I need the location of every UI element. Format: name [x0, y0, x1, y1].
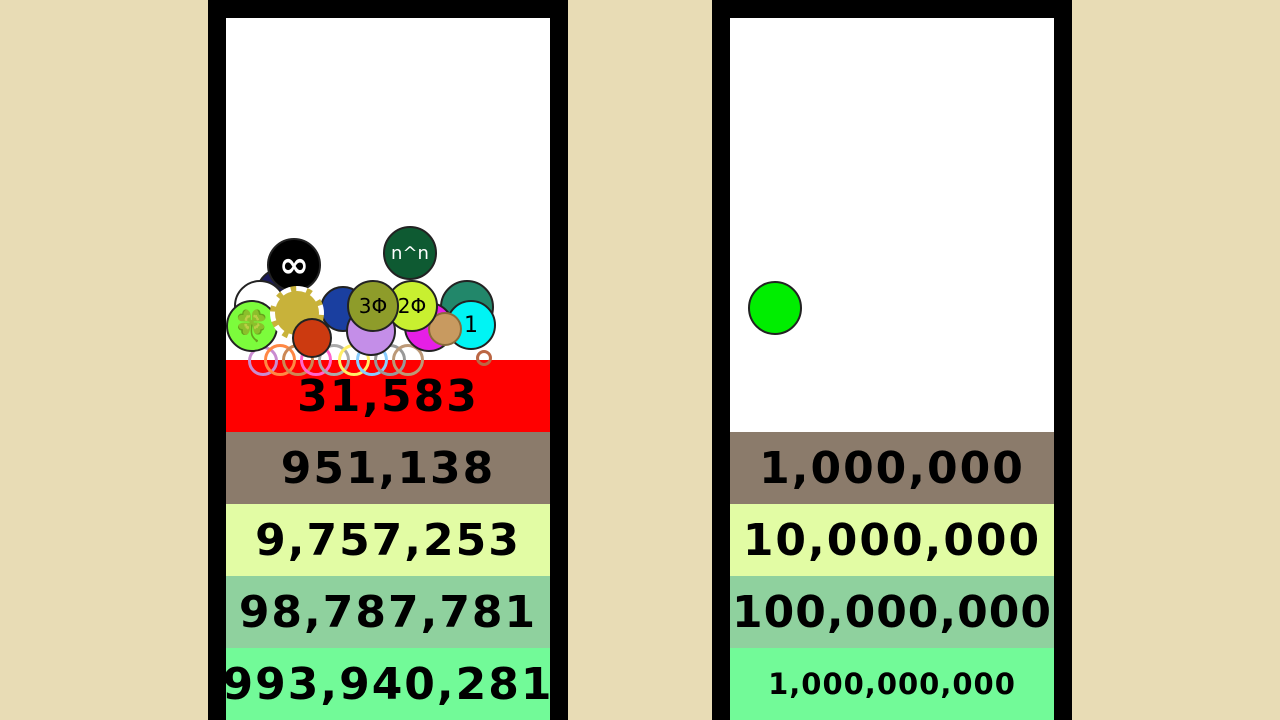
left-band-3: 9,757,253 [226, 504, 550, 576]
left-band-5: 993,940,281 [226, 648, 550, 720]
left-ball-pile: ∞ n^n 🍀 1 2Φ 3Φ [226, 18, 550, 378]
three-phi-ball: 3Φ [347, 280, 399, 332]
right-band-2: 10,000,000 [730, 504, 1054, 576]
infinity-label: ∞ [279, 244, 309, 286]
infinity-ball: ∞ [267, 238, 321, 292]
right-band-4: 1,000,000,000 [730, 648, 1054, 720]
left-band-4: 98,787,781 [226, 576, 550, 648]
one-label: 1 [464, 312, 478, 338]
left-band-2: 951,138 [226, 432, 550, 504]
clover-icon: 🍀 [233, 308, 271, 344]
left-band-2-value: 951,138 [280, 442, 496, 494]
left-band-3-value: 9,757,253 [255, 514, 521, 566]
left-tube-inner: 31,583 951,138 9,757,253 98,787,781 993,… [226, 18, 550, 720]
right-band-1: 1,000,000 [730, 432, 1054, 504]
right-band-1-value: 1,000,000 [759, 442, 1025, 494]
fire-ball [292, 318, 332, 358]
three-phi-label: 3Φ [358, 294, 388, 318]
right-band-3-value: 100,000,000 [732, 586, 1052, 638]
ring-ball [476, 350, 492, 366]
right-band-2-value: 10,000,000 [742, 514, 1042, 566]
right-tube-inner: 1,000,000 10,000,000 100,000,000 1,000,0… [730, 18, 1054, 720]
green-ball [748, 281, 802, 335]
right-band-4-value: 1,000,000,000 [768, 667, 1016, 701]
right-tube: 1,000,000 10,000,000 100,000,000 1,000,0… [712, 0, 1072, 720]
ring-ball [392, 344, 424, 376]
right-band-3: 100,000,000 [730, 576, 1054, 648]
n-pow-n-ball: n^n [383, 226, 437, 280]
left-tube: 31,583 951,138 9,757,253 98,787,781 993,… [208, 0, 568, 720]
two-phi-label: 2Φ [397, 294, 427, 318]
left-band-1-value: 31,583 [297, 370, 479, 422]
left-band-4-value: 98,787,781 [238, 586, 538, 638]
n-pow-n-label: n^n [391, 242, 429, 264]
left-band-5-value: 993,940,281 [226, 658, 550, 710]
